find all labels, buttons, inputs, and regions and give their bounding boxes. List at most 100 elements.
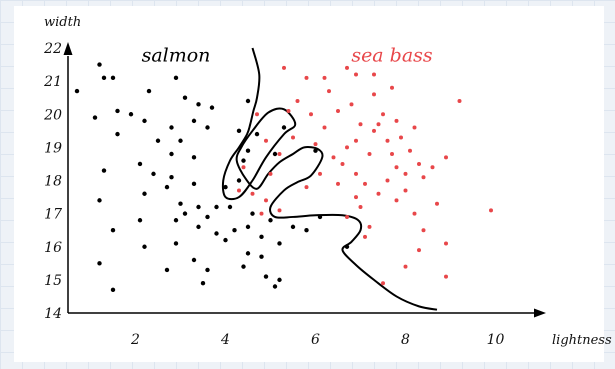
sea-bass-point: [336, 108, 340, 113]
salmon-point: [173, 241, 179, 246]
sea-bass-point: [331, 155, 336, 160]
sea-bass-point: [291, 135, 295, 140]
sea-bass-point: [259, 211, 264, 216]
salmon-point: [164, 184, 170, 190]
sea-bass-point: [394, 198, 399, 203]
salmon-point: [164, 267, 170, 273]
salmon-point: [191, 181, 197, 187]
salmon-point: [205, 214, 210, 220]
salmon-point: [245, 224, 251, 230]
sea-bass-point: [457, 99, 462, 103]
salmon-point: [115, 108, 120, 114]
salmon-point: [142, 244, 147, 249]
salmon-point: [245, 98, 251, 104]
salmon-point: [146, 88, 152, 94]
salmon-point: [101, 75, 107, 81]
salmon-point: [250, 211, 255, 216]
sea-bass-point: [444, 155, 448, 160]
salmon-point: [272, 284, 278, 289]
sea-bass-point: [372, 92, 376, 97]
sea-bass-point: [304, 185, 309, 190]
sea-bass-point: [295, 99, 300, 103]
salmon-point: [281, 125, 287, 130]
salmon-point: [178, 138, 183, 143]
salmon-point: [169, 151, 174, 157]
y-tick-label: 17: [44, 207, 62, 223]
sea-bass-point: [435, 201, 439, 206]
salmon-point: [205, 267, 210, 273]
sea-bass-point: [372, 128, 376, 133]
sea-bass-point: [277, 208, 282, 213]
sea-bass-point: [412, 211, 417, 216]
y-tick-label: 14: [44, 306, 62, 322]
y-tick-label: 15: [44, 273, 62, 289]
sea-bass-point: [313, 142, 318, 147]
salmon-point: [209, 105, 215, 110]
salmon-point: [214, 204, 219, 210]
sea-bass-point: [430, 165, 435, 170]
sea-bass-point: [363, 234, 367, 239]
x-tick-label: 2: [130, 332, 140, 348]
tick-labels: 2 4 6 8 10 14 15 16 17 18 19 20 21 22: [43, 41, 504, 348]
salmon-point: [142, 191, 147, 196]
sea-bass-point: [394, 118, 399, 123]
sea-bass-point: [489, 208, 493, 213]
y-tick-label: 19: [44, 140, 62, 156]
salmon-point: [304, 227, 309, 233]
sea-bass-point: [367, 224, 372, 229]
sea-bass-point: [277, 152, 282, 156]
sea-bass-point: [264, 138, 268, 143]
sea-bass-point: [349, 102, 354, 107]
sea-bass-point: [390, 152, 394, 156]
sea-bass-point: [417, 161, 421, 166]
salmon-point: [169, 125, 174, 130]
sea-bass-point: [354, 171, 358, 176]
salmon-point: [196, 224, 201, 230]
salmon-point: [263, 274, 269, 279]
x-axis-arrow-icon: [534, 308, 546, 318]
x-tick-label: 8: [401, 332, 410, 348]
salmon-point: [259, 254, 264, 259]
sea-bass-point: [376, 122, 381, 127]
salmon-point: [137, 218, 143, 223]
salmon-point: [277, 277, 282, 283]
salmon-point: [223, 184, 228, 190]
decision-boundary-layer: [221, 47, 438, 311]
sea-bass-point: [385, 138, 390, 143]
class-labels: salmon sea bass: [142, 44, 433, 66]
sea-bass-point: [345, 65, 349, 70]
sea-bass-point: [403, 188, 408, 193]
sea-bass-point: [444, 274, 448, 279]
salmon-point: [178, 201, 183, 206]
salmon-point: [344, 244, 350, 249]
sea-bass-point: [444, 241, 448, 246]
sea-bass-point: [412, 125, 417, 130]
sea-bass-point: [390, 85, 394, 90]
sea-bass-point: [408, 148, 412, 153]
y-tick-label: 21: [43, 74, 62, 90]
sea-bass-point: [385, 178, 390, 183]
sea-bass-point: [354, 138, 358, 143]
salmon-label: salmon: [142, 44, 211, 66]
salmon-point: [205, 125, 210, 130]
x-axis-title: lightness: [552, 333, 612, 348]
salmon-point: [169, 174, 174, 180]
sea-bass-point: [394, 165, 399, 170]
salmon-point: [313, 148, 318, 153]
decision-boundary-curve: [221, 47, 438, 311]
salmon-point: [151, 171, 156, 177]
salmon-point: [137, 161, 143, 167]
sea-bass-point: [340, 161, 345, 166]
sea-bass-point: [403, 264, 408, 269]
salmon-point: [110, 287, 116, 293]
salmon-point: [236, 128, 242, 134]
sea-bass-point: [376, 191, 381, 196]
salmon-point: [290, 224, 296, 230]
sea-bass-point: [417, 248, 421, 253]
sea-bass-point: [345, 214, 349, 219]
sea-bass-point: [268, 171, 273, 176]
salmon-point: [196, 102, 201, 107]
salmon-point: [115, 131, 120, 137]
salmon-point: [74, 88, 80, 94]
sea-bass-point: [358, 205, 363, 209]
